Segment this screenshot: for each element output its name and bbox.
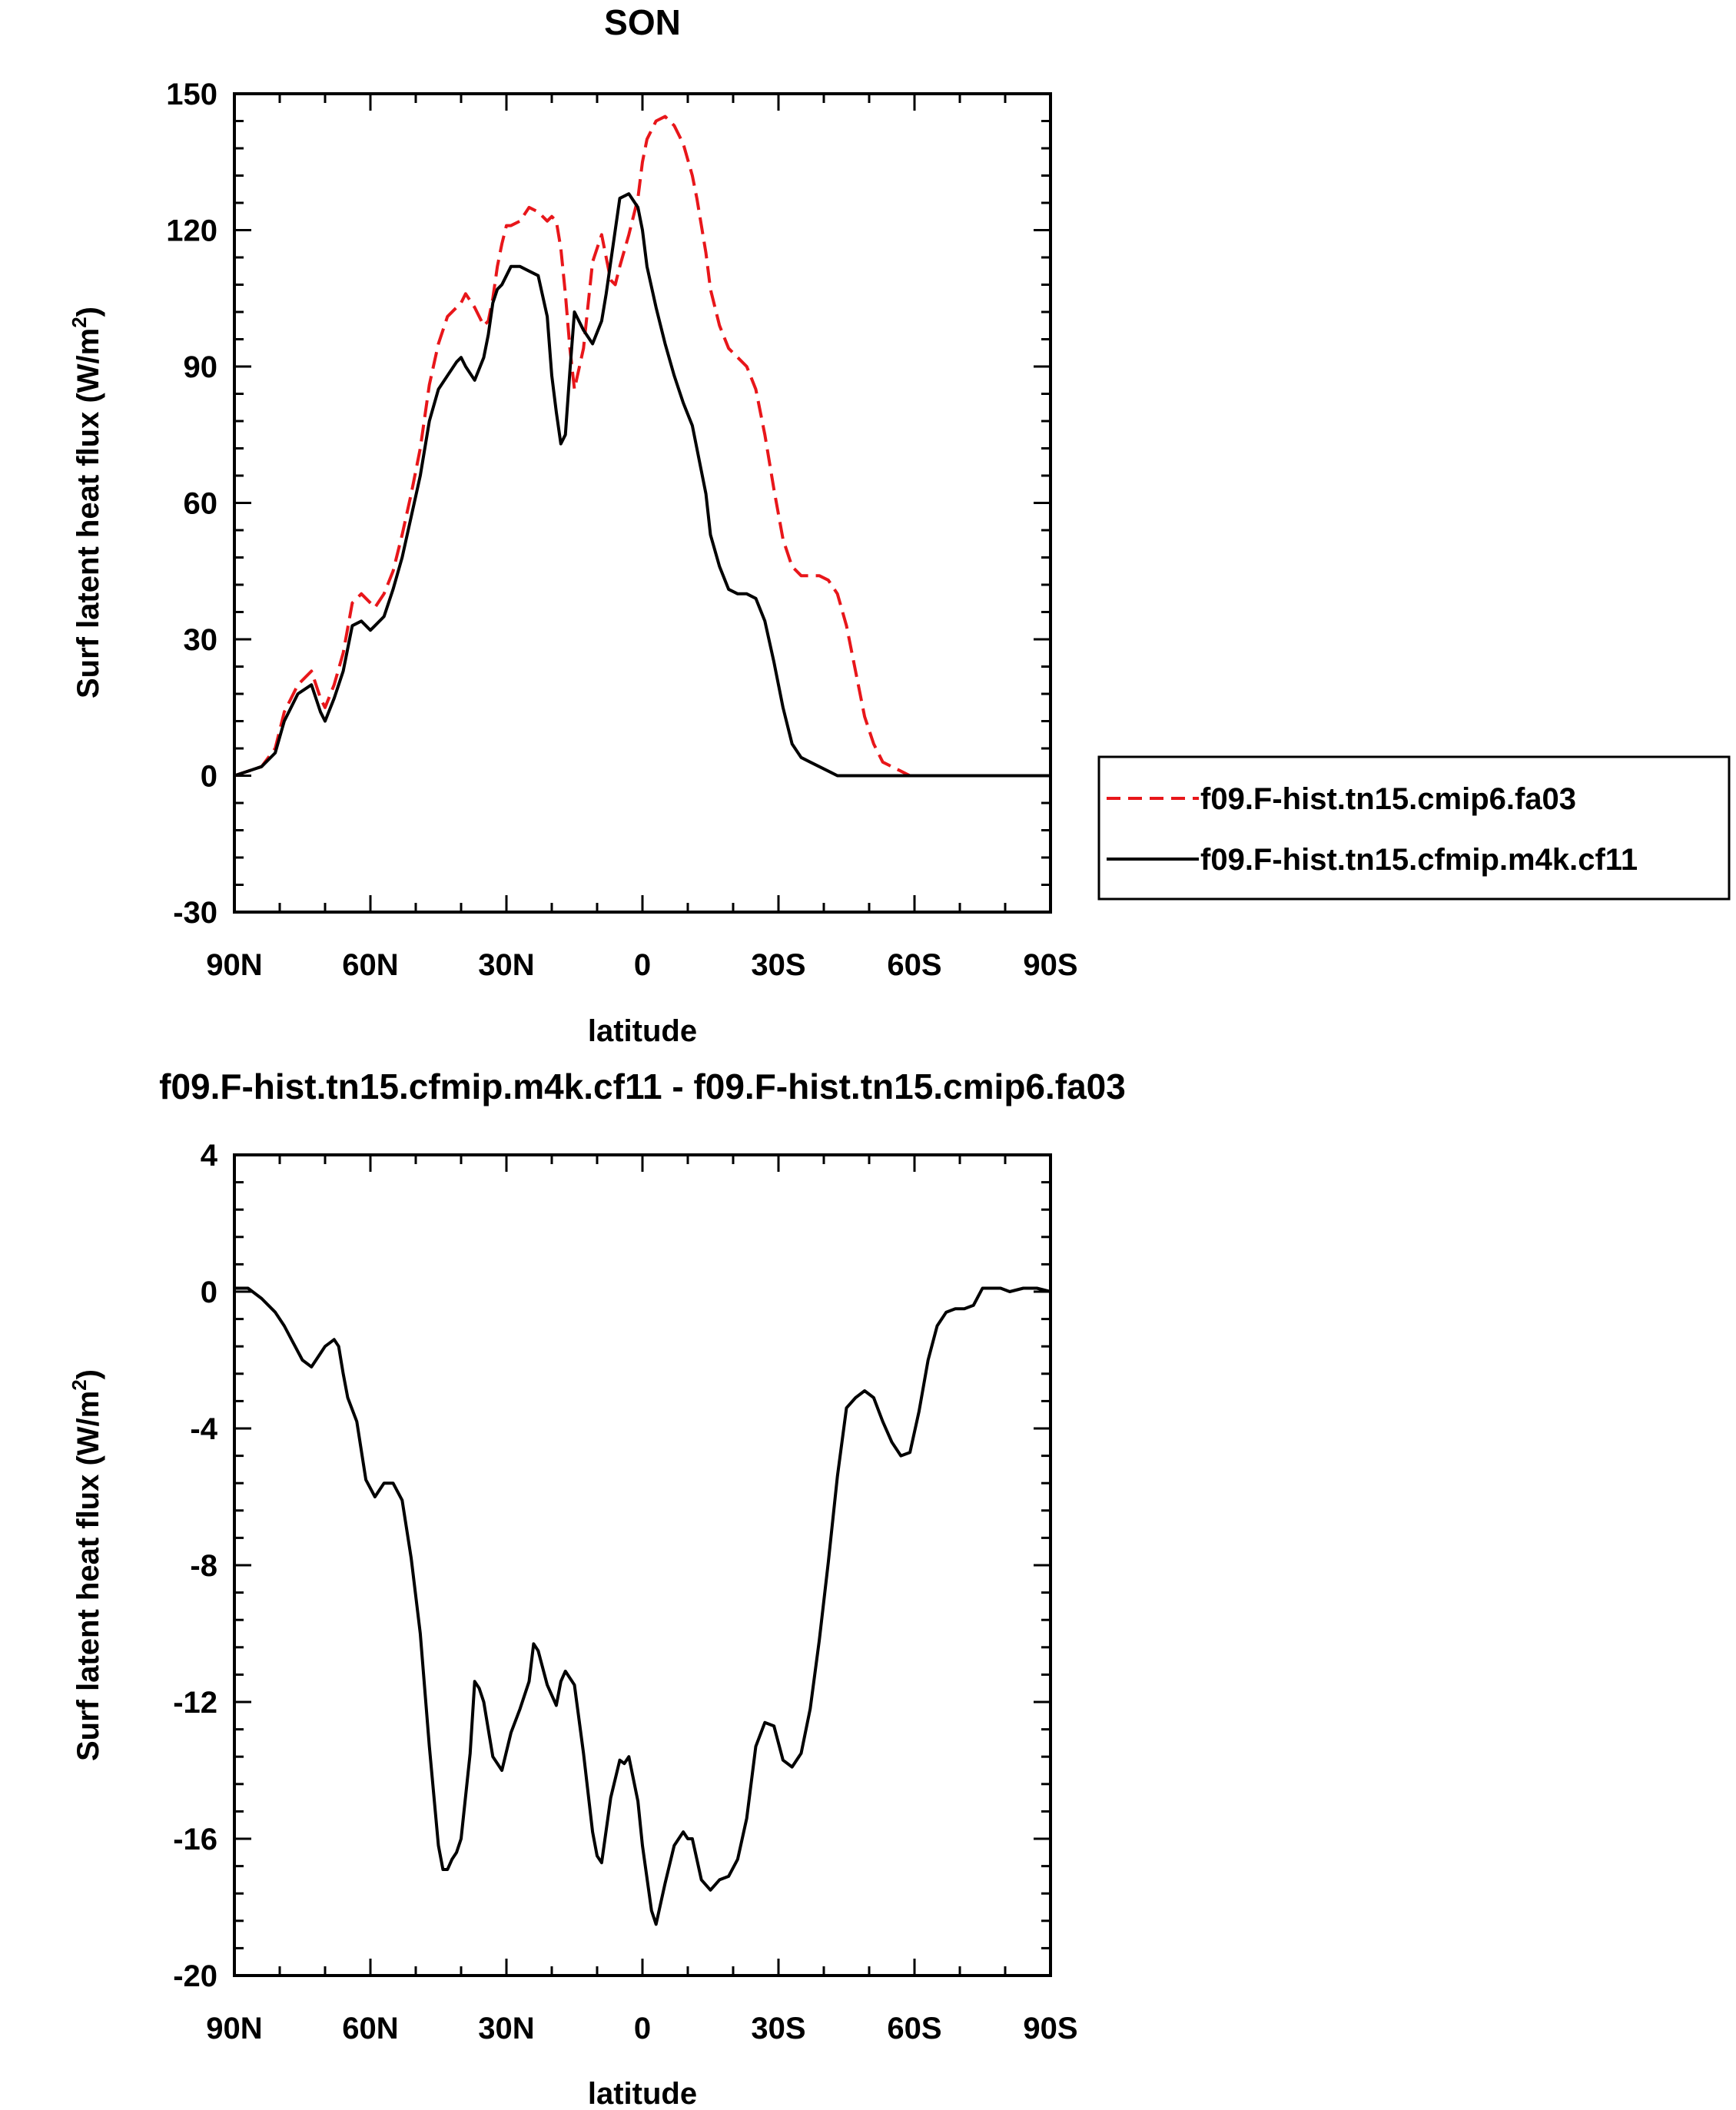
bottom-chart-xtick-label: 90N [206, 2012, 262, 2045]
bottom-chart-xtick-label: 90S [1023, 2012, 1077, 2045]
bottom-chart-xtick-label: 30S [751, 2012, 805, 2045]
bottom-chart-tick-labels: -20 -16 -12 -8 -4 0 4 90N 60N 30N 0 30S 60S 90S [173, 1139, 1077, 2045]
top-chart-series [234, 114, 1051, 778]
top-chart-frame [233, 92, 1052, 914]
top-chart-xtick-label: 90S [1023, 948, 1077, 982]
top-chart-ytick-label: 120 [166, 214, 217, 248]
bottom-chart-ytick-label: -20 [173, 1959, 217, 1993]
top-chart-ytick-label: 30 [184, 623, 218, 657]
bottom-chart-xtick-label: 60S [887, 2012, 941, 2045]
top-chart-ytick-label: 150 [166, 78, 217, 111]
bottom-chart-xtick-label: 60N [342, 2012, 398, 2045]
top-chart-xlabel: latitude [588, 1014, 697, 1048]
bottom-chart-title: f09.F-hist.tn15.cfmip.m4k.cf11 - f09.F-h… [159, 1067, 1126, 1106]
top-chart-xtick-label: 30N [478, 948, 534, 982]
top-chart-series-line-1 [234, 114, 1051, 778]
top-chart-ylabel: Surf latent heat flux (W/m2) [68, 307, 105, 698]
bottom-chart-ytick-label: -8 [190, 1549, 217, 1583]
legend-label-cfmip: f09.F-hist.tn15.cfmip.m4k.cf11 [1200, 843, 1638, 877]
top-chart-xtick-label: 60N [342, 948, 398, 982]
bottom-chart-ylabel: Surf latent heat flux (W/m2) [68, 1369, 105, 1761]
legend: f09.F-hist.tn15.cmip6.fa03 f09.F-hist.tn… [1097, 755, 1731, 901]
top-chart-ytick-label: 60 [184, 487, 218, 521]
top-chart-ytick-label: 90 [184, 350, 218, 384]
top-chart-xtick-label: 0 [634, 948, 651, 982]
top-chart-xtick-label: 30S [751, 948, 805, 982]
bottom-chart-series [234, 1286, 1051, 1926]
bottom-chart-ytick-label: -12 [173, 1686, 217, 1720]
top-chart-series-line-2 [234, 192, 1051, 778]
bottom-chart-xlabel: latitude [588, 2077, 697, 2110]
top-chart-ylabel-sup: 2 [68, 317, 91, 327]
top-chart-title: SON [604, 2, 681, 42]
top-chart-xtick-label: 90N [206, 948, 262, 982]
bottom-chart: f09.F-hist.tn15.cfmip.m4k.cf11 - f09.F-h… [68, 1067, 1126, 2110]
bottom-chart-ytick-label: -4 [190, 1412, 217, 1446]
top-chart-ylabel-end: ) [71, 307, 105, 317]
bottom-chart-ytick-label: 4 [201, 1139, 218, 1173]
bottom-chart-ytick-label: 0 [201, 1276, 217, 1309]
top-chart-xtick-label: 60S [887, 948, 941, 982]
bottom-chart-ylabel-sup: 2 [68, 1379, 91, 1390]
bottom-chart-series-line-1 [234, 1286, 1051, 1926]
top-chart-ticks [233, 92, 1052, 914]
bottom-chart-ylabel-end: ) [71, 1369, 105, 1379]
top-chart-ytick-label: -30 [173, 896, 217, 930]
legend-label-cmip6: f09.F-hist.tn15.cmip6.fa03 [1200, 782, 1576, 816]
bottom-chart-frame [233, 1153, 1052, 1977]
bottom-chart-ytick-label: -16 [173, 1823, 217, 1856]
top-chart-ytick-label: 0 [201, 760, 217, 794]
legend-box [1097, 755, 1731, 901]
bottom-chart-ylabel-main: Surf latent heat flux (W/m [71, 1391, 105, 1761]
top-chart-tick-labels: -30 0 30 60 90 120 150 90N 60N 30N 0 30S 60S 90S [166, 78, 1077, 982]
bottom-chart-xtick-label: 0 [634, 2012, 651, 2045]
bottom-chart-xtick-label: 30N [478, 2012, 534, 2045]
top-chart-ylabel-main: Surf latent heat flux (W/m [71, 328, 105, 698]
